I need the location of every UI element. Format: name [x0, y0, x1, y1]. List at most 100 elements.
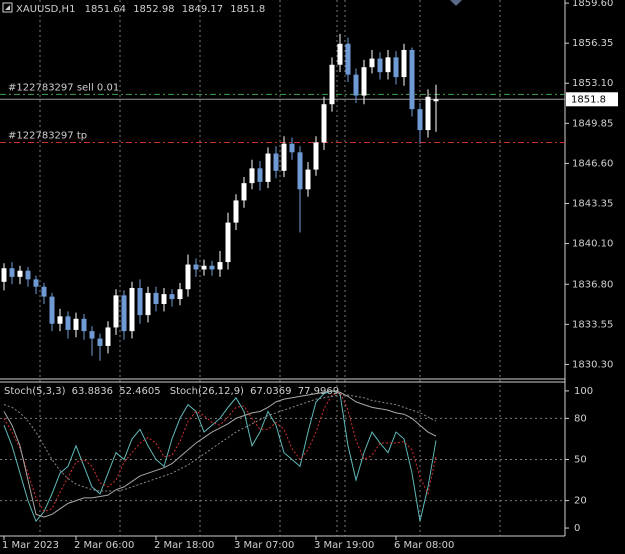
candle-body [73, 318, 79, 330]
candle-body [17, 270, 23, 277]
candle-body [41, 286, 47, 297]
candle-body [217, 262, 223, 270]
y-tick-label: 100 [574, 386, 593, 397]
scroll-marker [450, 0, 462, 6]
candle-body [233, 200, 239, 223]
indicator-value: 67.0369 [250, 386, 291, 397]
y-tick-label: 0 [574, 523, 580, 534]
candle-body [329, 64, 335, 105]
vertical-grid [39, 0, 501, 536]
candle-body [313, 142, 319, 170]
y-tick-label: 1833.55 [572, 319, 613, 330]
candle-body [57, 316, 63, 324]
candle-body [145, 292, 151, 316]
candle-body [121, 295, 127, 332]
candle-body [65, 316, 71, 330]
candle-body [137, 287, 143, 316]
candle-body [89, 331, 95, 339]
candle-body [409, 49, 415, 110]
low-value: 1849.17 [182, 4, 223, 15]
candle-body [345, 43, 351, 75]
y-tick-label: 1849.85 [572, 118, 613, 129]
x-tick-label: 3 Mar 19:00 [314, 540, 374, 551]
candle-body [297, 152, 303, 190]
candle-body [33, 279, 39, 287]
candle-body [225, 222, 231, 263]
indicator-header: Stoch(5,3,3) 63.8836 52.4605 Stoch(26,12… [4, 386, 339, 397]
candle-body [305, 169, 311, 190]
indicator-value: 77.9969 [298, 386, 339, 397]
x-tick-label: 2 Mar 06:00 [74, 540, 134, 551]
candle-body [249, 168, 255, 184]
series-name: Stoch(26,12,9) [170, 386, 244, 397]
close-value: 1851.8 [230, 4, 265, 15]
candle-body [393, 57, 399, 78]
open-value: 1851.64 [85, 4, 126, 15]
y-tick-label: 1836.80 [572, 279, 613, 290]
candle-body [369, 58, 375, 68]
y-tick-label: 20 [574, 496, 587, 507]
candle-body [257, 168, 263, 182]
candle-body [281, 143, 287, 171]
candle-body [113, 295, 119, 328]
order-label: #122783297 tp [8, 130, 87, 141]
candle-body [97, 338, 103, 346]
candle-body [129, 287, 135, 332]
candle-body [321, 104, 327, 143]
candle-body [209, 265, 215, 270]
candle-body [241, 183, 247, 201]
candle-body [81, 318, 87, 332]
y-tick-label: 1840.10 [572, 239, 613, 250]
candle-body [361, 67, 367, 96]
y-tick-label: 1853.10 [572, 78, 613, 89]
candle-body [49, 296, 55, 324]
indicator-line [3, 394, 437, 492]
high-value: 1852.98 [133, 4, 174, 15]
series-name: Stoch(5,3,3) [4, 386, 66, 397]
y-tick-label: 1846.60 [572, 158, 613, 169]
symbol-icon-arrow [5, 5, 10, 10]
candle-body [9, 268, 15, 277]
current-price-label: 1851.8 [571, 94, 606, 105]
candle-body [353, 74, 359, 96]
x-tick-label: 3 Mar 07:00 [234, 540, 294, 551]
candle-body [201, 265, 207, 270]
symbol-icon [2, 2, 13, 13]
symbol-header: XAUUSD,H1 1851.64 1852.98 1849.17 1851.8 [16, 4, 265, 15]
candle-body [425, 96, 431, 131]
candle-body [337, 43, 343, 65]
candle-body [265, 153, 271, 182]
candle-body [417, 109, 423, 131]
candle-body [377, 58, 383, 73]
y-tick-label: 1830.30 [572, 359, 613, 370]
y-tick-label: 50 [574, 454, 587, 465]
candle-body [1, 268, 7, 282]
candle-body [105, 327, 111, 346]
y-tick-label: 1856.35 [572, 38, 613, 49]
candle-body [161, 294, 167, 305]
y-tick-label: 80 [574, 413, 587, 424]
indicator-line [3, 390, 437, 523]
candle-body [153, 292, 159, 305]
candle-body [185, 264, 191, 290]
candle-body [289, 143, 295, 153]
candle-body [401, 49, 407, 78]
candle-body [169, 294, 175, 300]
indicator-line [3, 390, 437, 518]
candle-body [385, 57, 391, 73]
order-label: #122783297 sell 0.01 [8, 82, 119, 93]
candle-body [193, 264, 199, 270]
y-tick-label: 1859.60 [572, 0, 613, 9]
symbol: XAUUSD,H1 [16, 4, 75, 15]
candle-body [177, 289, 183, 300]
indicator-value: 52.4605 [119, 386, 160, 397]
candle-body [25, 270, 31, 280]
y-tick-label: 1843.35 [572, 198, 613, 209]
x-tick-label: 2 Mar 18:00 [154, 540, 214, 551]
x-tick-label: 6 Mar 08:00 [394, 540, 454, 551]
candle-body [433, 99, 439, 102]
current-price-box [566, 92, 618, 107]
candle-body [273, 153, 279, 171]
